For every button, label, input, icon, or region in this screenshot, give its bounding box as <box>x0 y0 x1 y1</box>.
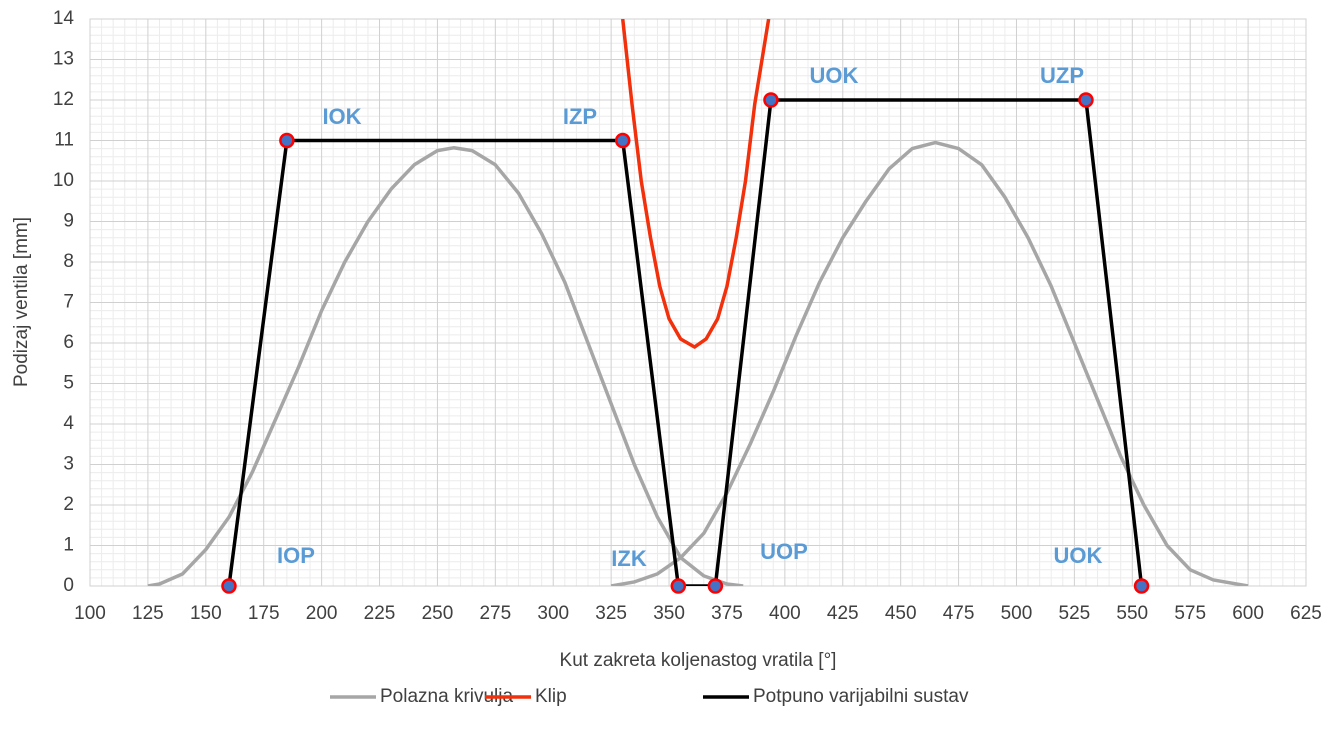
marker <box>279 132 295 149</box>
x-tick-label: 350 <box>653 603 685 624</box>
y-tick-label: 1 <box>63 535 74 556</box>
legend-label: Polazna krivulja <box>380 686 513 707</box>
legend-label: Potpuno varijabilni sustav <box>753 686 969 707</box>
annotation: UOK <box>810 63 859 88</box>
marker <box>763 92 779 108</box>
x-tick-label: 500 <box>1001 603 1033 624</box>
marker <box>221 578 237 594</box>
y-tick-label: 2 <box>63 494 74 515</box>
y-tick-label: 11 <box>54 130 74 151</box>
series-line <box>147 140 1249 586</box>
x-tick-label: 475 <box>943 603 975 624</box>
x-tick-label: 175 <box>248 603 280 624</box>
y-tick-label: 12 <box>53 89 74 110</box>
marker <box>614 132 631 149</box>
y-axis-label: Podizaj ventila [mm] <box>11 217 32 387</box>
x-tick-label: 450 <box>885 603 917 624</box>
x-tick-label: 250 <box>422 603 454 624</box>
x-tick-label: 150 <box>190 603 222 624</box>
annotation: IOK <box>322 104 361 129</box>
y-tick-label: 0 <box>63 575 74 596</box>
y-tick-label: 8 <box>63 251 74 272</box>
x-tick-label: 550 <box>1116 603 1148 624</box>
x-tick-label: 325 <box>595 603 627 624</box>
annotation: UOP <box>760 539 808 564</box>
series-line <box>620 19 771 349</box>
x-tick-label: 375 <box>711 603 743 624</box>
y-tick-label: 6 <box>63 332 74 353</box>
y-tick-label: 14 <box>53 8 75 29</box>
y-tick-label: 7 <box>63 292 74 313</box>
plot-area <box>147 19 1249 586</box>
x-tick-label: 400 <box>769 603 801 624</box>
y-tick-label: 4 <box>63 413 74 434</box>
x-tick-label: 525 <box>1059 603 1091 624</box>
marker <box>707 578 724 594</box>
y-tick-label: 9 <box>63 211 74 232</box>
x-tick-label: 575 <box>1174 603 1206 624</box>
annotation: IZP <box>563 104 597 129</box>
x-tick-label: 100 <box>74 603 106 624</box>
legend-label: Klip <box>535 686 567 707</box>
y-tick-label: 3 <box>63 454 74 475</box>
x-tick-label: 200 <box>306 603 338 624</box>
y-tick-label: 5 <box>63 373 74 394</box>
y-tick-label: 13 <box>53 49 74 70</box>
x-tick-label: 425 <box>827 603 859 624</box>
x-tick-label: 300 <box>537 603 569 624</box>
marker <box>1133 578 1150 594</box>
series-line <box>227 98 1144 586</box>
x-axis-label: Kut zakreta koljenastog vratila [°] <box>560 650 837 671</box>
x-tick-label: 275 <box>479 603 511 624</box>
x-tick-label: 225 <box>364 603 396 624</box>
marker <box>670 578 687 594</box>
x-tick-label: 600 <box>1232 603 1264 624</box>
marker <box>1078 92 1094 108</box>
x-tick-label: 625 <box>1290 603 1322 624</box>
annotation: IOP <box>277 543 315 568</box>
x-tick-label: 125 <box>132 603 164 624</box>
annotation: UOK <box>1054 543 1103 568</box>
annotation: IZK <box>611 546 647 571</box>
annotation: UZP <box>1040 63 1084 88</box>
y-tick-label: 10 <box>53 170 74 191</box>
